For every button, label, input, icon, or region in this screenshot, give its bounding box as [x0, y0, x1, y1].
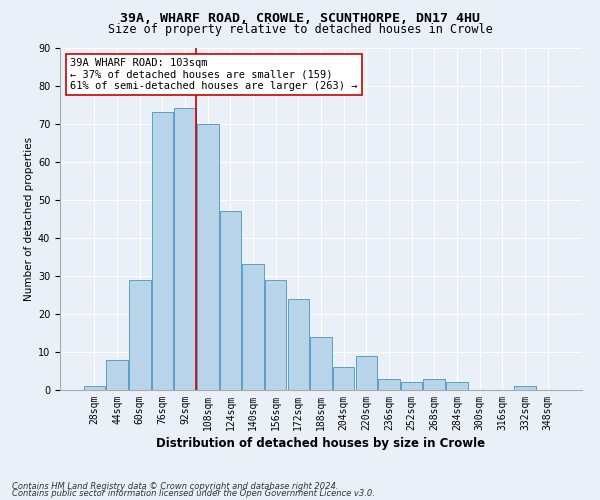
X-axis label: Distribution of detached houses by size in Crowle: Distribution of detached houses by size …	[157, 437, 485, 450]
Text: Contains HM Land Registry data © Crown copyright and database right 2024.: Contains HM Land Registry data © Crown c…	[12, 482, 338, 491]
Y-axis label: Number of detached properties: Number of detached properties	[24, 136, 34, 301]
Bar	[197, 124, 218, 390]
Text: 39A, WHARF ROAD, CROWLE, SCUNTHORPE, DN17 4HU: 39A, WHARF ROAD, CROWLE, SCUNTHORPE, DN1…	[120, 12, 480, 26]
Bar	[84, 386, 105, 390]
Bar	[446, 382, 467, 390]
Bar	[356, 356, 377, 390]
Bar	[242, 264, 264, 390]
Bar	[129, 280, 151, 390]
Text: 39A WHARF ROAD: 103sqm
← 37% of detached houses are smaller (159)
61% of semi-de: 39A WHARF ROAD: 103sqm ← 37% of detached…	[70, 58, 358, 91]
Bar	[310, 336, 332, 390]
Bar	[333, 367, 355, 390]
Bar	[220, 211, 241, 390]
Bar	[424, 378, 445, 390]
Bar	[175, 108, 196, 390]
Bar	[152, 112, 173, 390]
Text: Contains public sector information licensed under the Open Government Licence v3: Contains public sector information licen…	[12, 489, 375, 498]
Bar	[106, 360, 128, 390]
Bar	[378, 378, 400, 390]
Bar	[514, 386, 536, 390]
Bar	[401, 382, 422, 390]
Bar	[265, 280, 286, 390]
Text: Size of property relative to detached houses in Crowle: Size of property relative to detached ho…	[107, 22, 493, 36]
Bar	[287, 298, 309, 390]
